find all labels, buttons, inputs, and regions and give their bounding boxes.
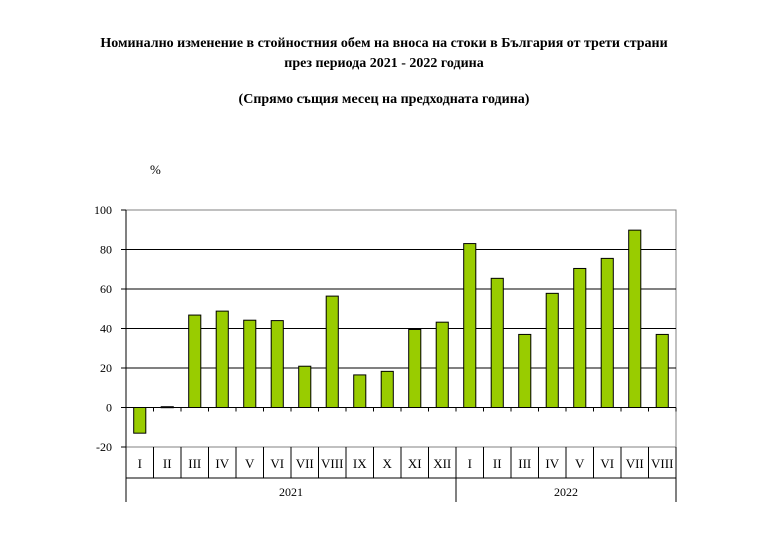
- bar: [160, 406, 174, 409]
- chart-subtitle: (Спрямо същия месец на предходната годин…: [238, 92, 530, 107]
- bar: [325, 295, 339, 408]
- x-tick-label: XI: [408, 456, 422, 471]
- x-tick-label: VIII: [321, 456, 343, 471]
- bar: [518, 333, 532, 408]
- y-tick-label: 0: [106, 401, 112, 415]
- bar: [298, 365, 312, 409]
- bar: [628, 229, 642, 408]
- x-tick-label: VII: [296, 456, 314, 471]
- bar: [490, 277, 504, 408]
- bar: [408, 328, 422, 408]
- chart-title-line-2: през периода 2021 - 2022 година: [284, 56, 484, 71]
- bar: [600, 257, 614, 409]
- bar: [243, 319, 257, 408]
- y-tick-label: 60: [100, 282, 112, 296]
- x-tick-label: XII: [433, 456, 451, 471]
- group-label: 2021: [279, 485, 303, 499]
- x-tick-label: VII: [626, 456, 644, 471]
- x-tick-label: X: [383, 456, 393, 471]
- y-tick-label: 100: [94, 203, 112, 217]
- y-tick-label: 20: [100, 361, 112, 375]
- bar: [573, 267, 587, 408]
- bar: [380, 370, 394, 409]
- x-tick-label: II: [493, 456, 502, 471]
- x-tick-label: I: [468, 456, 472, 471]
- y-axis-label: %: [150, 162, 161, 177]
- bar: [270, 320, 284, 409]
- bar: [215, 310, 229, 408]
- x-tick-label: IX: [353, 456, 367, 471]
- x-tick-label: III: [188, 456, 201, 471]
- x-tick-label: VI: [270, 456, 284, 471]
- x-tick-label: IV: [215, 456, 229, 471]
- x-tick-label: I: [138, 456, 142, 471]
- x-tick-label: II: [163, 456, 172, 471]
- bar: [188, 314, 202, 409]
- bar: [655, 333, 669, 408]
- bar: [463, 243, 477, 408]
- x-tick-label: V: [575, 456, 585, 471]
- x-tick-label: V: [245, 456, 255, 471]
- y-tick-label: 40: [100, 322, 112, 336]
- bar: [133, 407, 147, 434]
- x-tick-label: IV: [545, 456, 559, 471]
- x-tick-label: VIII: [651, 456, 673, 471]
- bar: [545, 292, 559, 408]
- bar: [435, 321, 449, 408]
- chart-title: Номинално изменение в стойностния обем н…: [100, 36, 668, 51]
- y-tick-label: -20: [96, 440, 112, 454]
- y-tick-label: 80: [100, 243, 112, 257]
- bar: [353, 374, 367, 409]
- group-label: 2022: [554, 485, 578, 499]
- x-tick-label: III: [518, 456, 531, 471]
- x-tick-label: VI: [600, 456, 614, 471]
